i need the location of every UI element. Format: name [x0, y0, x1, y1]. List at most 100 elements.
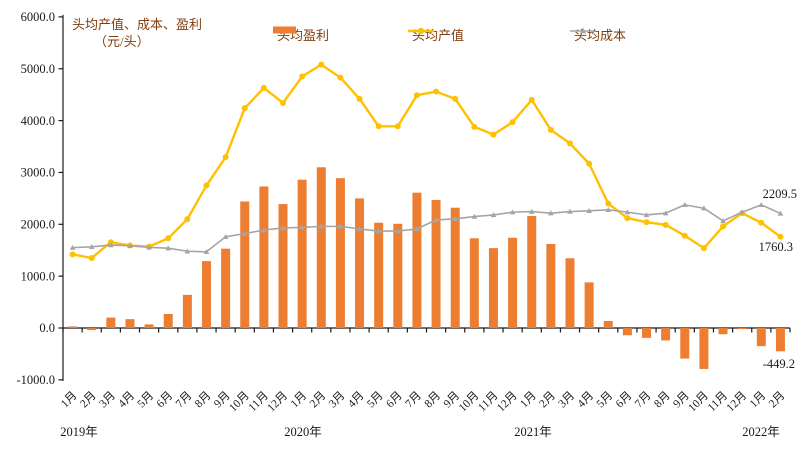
month-label: 11月: [706, 390, 730, 414]
output-marker: [643, 219, 650, 226]
output-marker: [375, 123, 382, 130]
month-label: 7月: [633, 390, 654, 411]
month-label: 6月: [384, 390, 405, 411]
month-label: 2月: [308, 390, 329, 411]
cost-marker: [414, 226, 420, 232]
month-label: 3月: [97, 390, 118, 411]
month-label: 5月: [595, 390, 616, 411]
year-label-2021: 2021年: [514, 425, 552, 439]
profit-bar: [297, 179, 307, 328]
cost-end-value-label: 2209.5: [762, 187, 797, 201]
cost-marker: [758, 202, 765, 208]
output-marker: [566, 140, 573, 147]
output-marker: [624, 215, 631, 222]
cost-marker: [337, 223, 344, 229]
cost-marker: [375, 228, 382, 234]
output-marker: [318, 61, 325, 68]
profit-bar: [87, 328, 97, 331]
profit-bar: [431, 199, 441, 328]
profit-bar: [584, 282, 594, 328]
cost-line: [72, 204, 781, 253]
output-marker: [758, 219, 765, 226]
cost-marker: [165, 245, 172, 251]
y-tick-label: 1000.0: [21, 269, 55, 283]
profit-bar: [316, 167, 326, 328]
cost-marker: [108, 242, 114, 248]
profit-bar: [125, 319, 135, 328]
output-marker: [222, 154, 229, 161]
cost-marker: [681, 202, 688, 208]
output-marker: [394, 123, 401, 130]
y-axis-title-line2: （元/头）: [94, 34, 150, 49]
profit-bar: [642, 328, 652, 338]
legend-item-output: 头均产值: [408, 26, 464, 43]
output-marker: [165, 235, 172, 242]
profit-bar: [355, 198, 365, 328]
profit-bar: [546, 244, 556, 328]
profit-bar: [335, 178, 345, 328]
cost-marker: [184, 248, 191, 254]
month-label: 10月: [457, 390, 482, 415]
month-label: 3月: [556, 390, 577, 411]
y-tick-label: -1000.0: [16, 373, 55, 387]
year-label-2020: 2020年: [284, 425, 322, 439]
profit-bar: [182, 294, 192, 328]
profit-bar: [718, 328, 728, 335]
cost-marker: [127, 243, 133, 249]
cost-marker: [318, 223, 325, 229]
profit-bar: [278, 204, 288, 328]
year-label-2019: 2019年: [60, 425, 98, 439]
y-tick-label: 6000.0: [21, 10, 55, 24]
month-label: 4月: [116, 390, 137, 411]
output-marker: [69, 251, 76, 258]
cost-marker: [203, 248, 210, 254]
cost-marker: [509, 209, 516, 215]
cost-marker: [720, 218, 726, 224]
profit-bar: [469, 238, 479, 328]
month-label: 5月: [136, 390, 157, 411]
output-marker: [605, 200, 612, 207]
cost-marker: [452, 216, 458, 222]
output-marker: [720, 223, 727, 230]
output-marker: [490, 131, 497, 138]
month-label: 6月: [155, 390, 176, 411]
month-label: 10月: [227, 390, 252, 415]
profit-bar: [508, 237, 518, 328]
month-label: 10月: [686, 390, 711, 415]
legend-item-profit: 头均盈利: [273, 26, 329, 43]
cost-marker: [662, 210, 669, 216]
cost-marker: [624, 209, 631, 215]
cost-marker: [261, 227, 267, 233]
output-marker: [777, 233, 784, 240]
month-label: 8月: [652, 390, 673, 411]
output-marker: [509, 119, 516, 126]
profit-bar: [259, 186, 269, 328]
cost-marker: [356, 226, 363, 232]
profit-bar: [756, 328, 766, 347]
cost-marker: [567, 208, 573, 214]
profit-bar: [68, 326, 78, 328]
output-marker: [260, 84, 267, 91]
profit-bar: [374, 222, 384, 328]
output-marker: [662, 221, 669, 228]
profit-bar: [106, 317, 116, 328]
month-label: 2月: [767, 390, 788, 411]
cost-marker: [528, 208, 535, 214]
profit-bar: [565, 258, 575, 328]
profit-bar: [775, 328, 785, 352]
cost-marker: [701, 205, 707, 211]
month-label: 11月: [247, 390, 271, 414]
month-label: 12月: [265, 390, 290, 415]
output-end-value-label: 1760.3: [758, 240, 793, 254]
month-label: 3月: [327, 390, 348, 411]
y-axis-title-line1: 头均产值、成本、盈利: [72, 17, 203, 32]
month-label: 8月: [423, 390, 444, 411]
y-tick-label: 4000.0: [21, 114, 55, 128]
y-tick-label: 3000.0: [21, 166, 55, 180]
cost-marker: [490, 212, 497, 218]
output-marker: [184, 216, 191, 223]
profit-bar: [680, 328, 690, 359]
output-marker: [452, 95, 459, 102]
